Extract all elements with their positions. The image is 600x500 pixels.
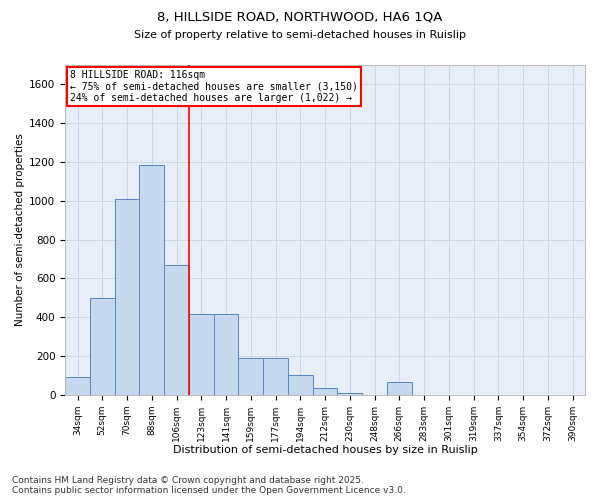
Bar [387,382,412,394]
Bar [115,199,139,394]
Y-axis label: Number of semi-detached properties: Number of semi-detached properties [15,134,25,326]
Text: 8 HILLSIDE ROAD: 116sqm
← 75% of semi-detached houses are smaller (3,150)
24% of: 8 HILLSIDE ROAD: 116sqm ← 75% of semi-de… [70,70,358,103]
Bar [214,314,238,394]
X-axis label: Distribution of semi-detached houses by size in Ruislip: Distribution of semi-detached houses by … [173,445,478,455]
Text: Size of property relative to semi-detached houses in Ruislip: Size of property relative to semi-detach… [134,30,466,40]
Bar [288,376,313,394]
Bar [139,165,164,394]
Bar [90,298,115,394]
Bar [189,314,214,394]
Text: 8, HILLSIDE ROAD, NORTHWOOD, HA6 1QA: 8, HILLSIDE ROAD, NORTHWOOD, HA6 1QA [157,10,443,23]
Text: Contains HM Land Registry data © Crown copyright and database right 2025.
Contai: Contains HM Land Registry data © Crown c… [12,476,406,495]
Bar [164,265,189,394]
Bar [238,358,263,395]
Bar [65,378,90,394]
Bar [263,358,288,395]
Bar [313,388,337,394]
Bar [337,393,362,394]
